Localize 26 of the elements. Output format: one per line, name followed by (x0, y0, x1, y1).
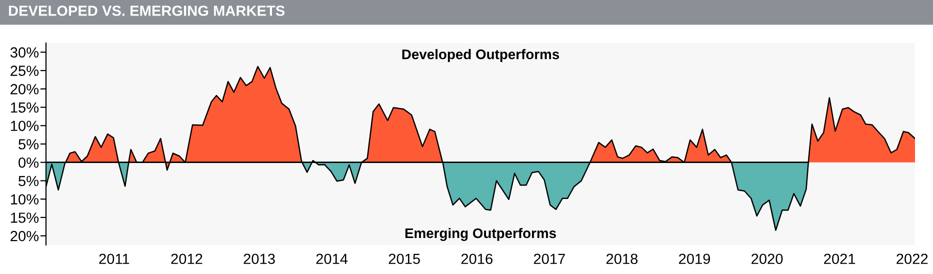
x-tick-label: 2011 (99, 254, 130, 264)
x-tick-label: 2012 (171, 254, 202, 264)
x-tick-label: 2019 (679, 254, 710, 264)
x-tick-label: 2013 (244, 254, 275, 264)
x-tick-label: 2018 (606, 254, 638, 264)
y-tick-label: 5% (18, 139, 39, 150)
x-tick-label: 2016 (461, 254, 492, 264)
x-tick-label: 2022 (896, 254, 928, 264)
x-tick-label: 2020 (752, 254, 783, 264)
y-tick-label: 5% (18, 176, 39, 186)
chart-title: DEVELOPED VS. EMERGING MARKETS (8, 6, 285, 16)
y-tick-label: 15% (10, 102, 39, 113)
annotation: Developed Outperforms (402, 49, 560, 62)
y-tick-label: 25% (10, 66, 39, 76)
x-tick-label: 2017 (534, 254, 565, 264)
annotation: Emerging Outperforms (405, 228, 556, 241)
y-tick-label: 10% (10, 194, 39, 205)
x-tick-label: 2021 (824, 254, 856, 264)
y-tick-label: 15% (10, 212, 39, 223)
y-tick-label: 0% (18, 157, 39, 168)
x-tick-label: 2015 (388, 254, 420, 264)
x-tick-label: 2014 (316, 254, 348, 264)
y-tick-label: 20% (10, 230, 39, 242)
y-tick-label: 10% (10, 120, 39, 132)
y-tick-label: 20% (10, 84, 39, 94)
y-tick-label: 30% (10, 47, 39, 58)
